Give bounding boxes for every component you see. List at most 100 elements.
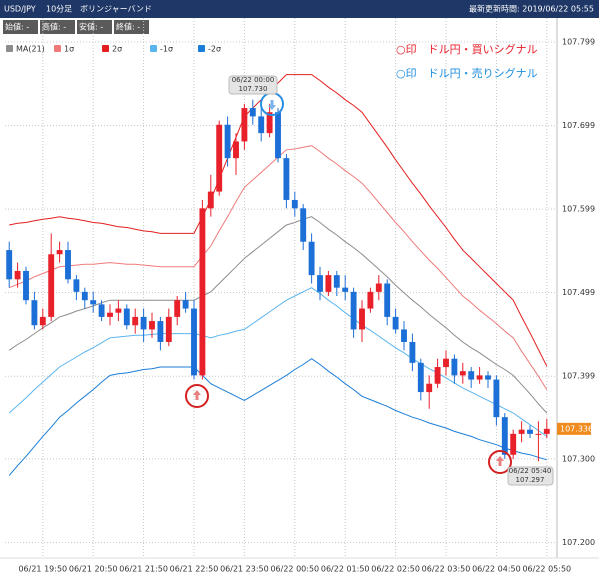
x-tick-label: 06/22 05:50 [522,565,571,574]
candle-body [56,250,63,255]
legend-swatch [150,45,157,52]
band-line [8,287,548,437]
legend-label: 1σ [64,45,74,54]
annotation-time: 06/22 00:00 [232,76,275,84]
x-tick-label: 06/21 19:50 [18,565,67,574]
price-tag [557,422,591,435]
candle-body [317,275,323,292]
y-tick-label: 107.599 [562,205,595,214]
candle-body [409,341,416,363]
candle-body [182,300,189,309]
candle-body [23,270,29,301]
candle-body [527,429,533,434]
ohlc-cell [3,20,38,34]
ohlc-label: 高値: - [42,22,66,32]
x-tick-label: 06/21 23:50 [220,565,269,574]
ohlc-bar: 始値: - 高値: - 安値: - 終値: - [3,20,149,34]
legend: MA(21) 1σ 2σ -1σ -2σ [6,45,221,54]
ohlc-label: 始値: - [5,22,29,32]
candle-body [233,141,239,159]
buy-signal [185,384,209,408]
candle-body [401,329,407,342]
x-tick-label: 06/22 03:50 [422,565,471,574]
candle-body [291,199,298,209]
peak-box [228,75,278,95]
candle-body [258,116,265,134]
candle-body [333,275,340,288]
legend-swatch [198,45,205,52]
candle-body [249,108,256,117]
candle-body [426,383,433,393]
candle-body [48,254,55,317]
candle-body [14,270,21,280]
candle-body [39,316,46,326]
y-tick-label: 107.799 [562,38,595,47]
ohlc-cell [40,20,75,34]
y-tick-label: 107.399 [562,372,595,381]
candle-body [174,300,181,317]
candle-body [73,279,80,292]
x-tick-label: 06/21 21:50 [119,565,168,574]
candle-body [140,316,147,330]
candles [6,99,550,462]
candle-body [31,300,38,326]
trough-box [507,466,554,486]
candle-body [510,433,517,455]
candle-body [107,312,113,317]
candle-body [216,124,223,192]
legend-swatch [6,45,13,52]
candle-body [325,275,332,292]
ohlc-label: 終値: - [116,22,140,32]
candle-body [443,358,449,368]
header-bar [0,0,599,18]
candle-body [350,291,357,330]
ohlc-cell [77,20,112,34]
legend-swatch [102,45,109,52]
candle-body [468,371,475,380]
x-tick-label: 06/22 04:50 [472,565,521,574]
y-tick-label: 107.300 [562,454,595,463]
signal-legend: ○印 ドル円・買いシグナル [396,42,538,56]
candle-body [518,429,525,434]
candle-body [375,283,382,292]
x-tick-label: 06/21 20:50 [69,565,118,574]
candle-body [535,433,542,435]
annotation-time: 06/22 05:40 [509,467,552,475]
candle-body [207,191,214,209]
ohlc-label: 安値: - [79,22,103,32]
band-line [8,216,548,414]
candle-body [6,250,13,280]
candle-body [224,124,231,159]
annotation-value: 107.297 [516,476,545,484]
legend-swatch [54,45,61,52]
signals [185,75,554,486]
ohlc-cell [114,20,149,34]
candle-body [115,308,122,313]
sell-arrow [268,100,276,110]
candle-body [283,158,290,200]
updated: 最新更新時間: 2019/06/22 05:55 [469,4,594,14]
buy-arrow [193,390,201,400]
candle-body [501,417,508,455]
legend-label: -1σ [160,45,173,54]
candle-body [342,287,349,292]
candle-body [98,304,105,317]
candle-body [123,308,130,326]
price-tag-label: 107.336 [560,424,593,433]
candle-body [65,250,71,280]
candle-body [300,208,307,242]
legend-label: MA(21) [16,45,45,54]
symbol: USD/JPY [4,5,36,14]
candle-body [199,208,206,376]
candle-body [459,371,466,376]
candle-body [191,308,197,376]
candle-body [149,321,155,330]
annotation-value: 107.730 [239,85,268,93]
x-tick-label: 06/22 00:50 [270,565,319,574]
signal-legend: ○印 ドル円・売りシグナル [396,66,538,80]
x-tick-label: 06/22 02:50 [371,565,420,574]
candle-body [308,241,315,276]
candle-body [434,367,441,384]
candle-body [485,375,491,380]
